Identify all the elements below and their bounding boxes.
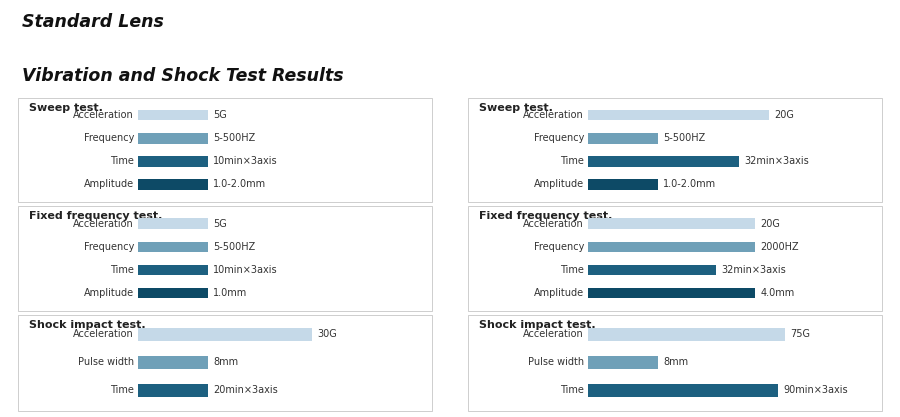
Text: 5-500HZ: 5-500HZ (213, 133, 256, 143)
FancyBboxPatch shape (138, 179, 208, 190)
Text: 2000HZ: 2000HZ (760, 242, 799, 252)
Text: Shock impact test.: Shock impact test. (479, 320, 596, 330)
Text: Frequency: Frequency (84, 242, 134, 252)
FancyBboxPatch shape (588, 241, 755, 252)
Text: Time: Time (560, 265, 584, 275)
FancyBboxPatch shape (588, 179, 658, 190)
FancyBboxPatch shape (588, 328, 785, 341)
FancyBboxPatch shape (138, 356, 208, 369)
Text: Acceleration: Acceleration (523, 329, 584, 339)
FancyBboxPatch shape (18, 206, 432, 311)
Text: Amplitude: Amplitude (534, 179, 584, 189)
FancyBboxPatch shape (588, 384, 778, 397)
FancyBboxPatch shape (588, 110, 769, 121)
FancyBboxPatch shape (138, 288, 208, 298)
FancyBboxPatch shape (468, 315, 882, 411)
Text: Amplitude: Amplitude (534, 288, 584, 298)
Text: 8mm: 8mm (213, 357, 238, 367)
Text: 10min×3axis: 10min×3axis (213, 265, 277, 275)
Text: 8mm: 8mm (663, 357, 688, 367)
Text: Fixed frequency test.: Fixed frequency test. (479, 211, 613, 221)
Text: 20G: 20G (774, 110, 794, 120)
Text: 5G: 5G (213, 110, 227, 120)
Text: 10min×3axis: 10min×3axis (213, 156, 277, 166)
Text: Amplitude: Amplitude (84, 179, 134, 189)
FancyBboxPatch shape (588, 265, 716, 275)
Text: Acceleration: Acceleration (523, 219, 584, 229)
Text: Time: Time (560, 156, 584, 166)
Text: 1.0-2.0mm: 1.0-2.0mm (213, 179, 266, 189)
Text: Fixed frequency test.: Fixed frequency test. (29, 211, 163, 221)
FancyBboxPatch shape (138, 156, 208, 166)
FancyBboxPatch shape (138, 133, 208, 143)
FancyBboxPatch shape (588, 356, 658, 369)
FancyBboxPatch shape (588, 133, 658, 143)
Text: 90min×3axis: 90min×3axis (784, 385, 848, 395)
Text: Frequency: Frequency (534, 242, 584, 252)
Text: Vibration and Shock Test Results: Vibration and Shock Test Results (22, 67, 344, 85)
Text: Acceleration: Acceleration (73, 110, 134, 120)
FancyBboxPatch shape (588, 219, 755, 229)
FancyBboxPatch shape (468, 206, 882, 311)
FancyBboxPatch shape (468, 98, 882, 202)
Text: 5-500HZ: 5-500HZ (663, 133, 706, 143)
Text: 5G: 5G (213, 219, 227, 229)
FancyBboxPatch shape (138, 265, 208, 275)
Text: Acceleration: Acceleration (73, 219, 134, 229)
Text: Time: Time (110, 156, 134, 166)
Text: Pulse width: Pulse width (77, 357, 134, 367)
Text: VS-MCA Series: VS-MCA Series (472, 13, 616, 30)
Text: Acceleration: Acceleration (523, 110, 584, 120)
Text: Pulse width: Pulse width (527, 357, 584, 367)
Text: Amplitude: Amplitude (84, 288, 134, 298)
Text: 1.0mm: 1.0mm (213, 288, 248, 298)
Text: 32min×3axis: 32min×3axis (721, 265, 786, 275)
FancyBboxPatch shape (138, 219, 208, 229)
Text: 75G: 75G (790, 329, 811, 339)
FancyBboxPatch shape (138, 384, 208, 397)
Text: Frequency: Frequency (84, 133, 134, 143)
Text: Sweep test.: Sweep test. (479, 103, 554, 113)
FancyBboxPatch shape (18, 98, 432, 202)
Text: Frequency: Frequency (534, 133, 584, 143)
Text: 30G: 30G (318, 329, 338, 339)
Text: 32min×3axis: 32min×3axis (744, 156, 809, 166)
FancyBboxPatch shape (18, 315, 432, 411)
Text: Time: Time (110, 265, 134, 275)
FancyBboxPatch shape (138, 110, 208, 121)
Text: Time: Time (110, 385, 134, 395)
Text: Shock impact test.: Shock impact test. (29, 320, 146, 330)
FancyBboxPatch shape (588, 156, 739, 166)
Text: Sweep test.: Sweep test. (29, 103, 104, 113)
Text: Standard Lens: Standard Lens (22, 13, 165, 30)
FancyBboxPatch shape (138, 241, 208, 252)
FancyBboxPatch shape (138, 328, 312, 341)
FancyBboxPatch shape (588, 288, 755, 298)
Text: 20min×3axis: 20min×3axis (213, 385, 278, 395)
Text: 4.0mm: 4.0mm (760, 288, 795, 298)
Text: Time: Time (560, 385, 584, 395)
Text: 5-500HZ: 5-500HZ (213, 242, 256, 252)
Text: Acceleration: Acceleration (73, 329, 134, 339)
Text: 1.0-2.0mm: 1.0-2.0mm (663, 179, 716, 189)
Text: 20G: 20G (760, 219, 780, 229)
Text: Vibration and Shock Test Results: Vibration and Shock Test Results (472, 67, 794, 85)
